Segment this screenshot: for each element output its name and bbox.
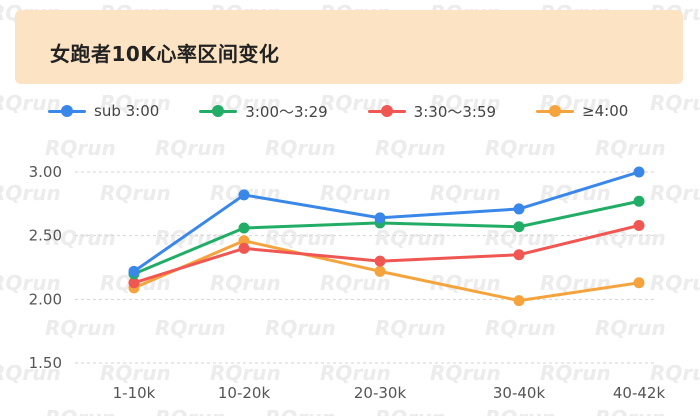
data-point[interactable]: [238, 222, 250, 234]
legend-swatch: [48, 104, 86, 118]
y-tick-label: 2.00: [29, 290, 62, 308]
data-point[interactable]: [633, 195, 645, 207]
x-tick-label: 1-10k: [113, 384, 156, 402]
series: [128, 195, 645, 280]
series: [128, 235, 645, 307]
x-tick-label: 40-42k: [613, 384, 666, 402]
y-tick-label: 3.00: [29, 163, 62, 181]
grid-lines: [75, 171, 655, 364]
data-point[interactable]: [513, 249, 525, 261]
chart-legend: sub 3:00 3:00～3:29 3:30～3:59 ≥4:00: [48, 101, 668, 121]
x-tick-label: 20-30k: [354, 384, 407, 402]
data-point[interactable]: [128, 277, 140, 289]
data-point[interactable]: [238, 235, 250, 247]
title-banner: 女跑者10K心率区间变化: [15, 10, 683, 84]
data-point[interactable]: [238, 242, 250, 254]
legend-label: 3:30～3:59: [413, 102, 497, 121]
legend-label: 3:00～3:29: [245, 102, 328, 121]
legend-swatch: [199, 104, 238, 118]
data-point[interactable]: [128, 265, 140, 277]
legend-item[interactable]: 3:00～3:29: [199, 101, 328, 122]
x-tick-label: 10-20k: [218, 384, 271, 402]
series-line: [133, 239, 640, 303]
data-point[interactable]: [374, 255, 386, 267]
data-point[interactable]: [513, 221, 525, 233]
data-point[interactable]: [238, 189, 250, 201]
data-point[interactable]: [633, 166, 645, 178]
legend-item[interactable]: sub 3:00: [48, 102, 159, 120]
x-tick-label: 30-40k: [493, 384, 546, 402]
data-point[interactable]: [513, 203, 525, 215]
data-point[interactable]: [633, 277, 645, 289]
y-tick-label: 2.50: [29, 227, 62, 245]
y-axis: 1.50 2.00 2.50 3.00: [29, 163, 62, 372]
data-point[interactable]: [513, 295, 525, 307]
series: [128, 219, 645, 289]
data-point[interactable]: [374, 212, 386, 224]
legend-swatch: [536, 104, 575, 118]
legend-swatch: [367, 104, 406, 118]
data-point[interactable]: [374, 265, 386, 277]
legend-label: sub 3:00: [94, 102, 160, 120]
y-tick-label: 1.50: [29, 354, 62, 372]
data-point[interactable]: [633, 219, 645, 231]
legend-item[interactable]: ≥4:00: [536, 102, 628, 120]
legend-item[interactable]: 3:30～3:59: [367, 101, 497, 122]
chart-title: 女跑者10K心率区间变化: [50, 42, 280, 66]
legend-label: ≥4:00: [582, 102, 629, 120]
series: [128, 166, 645, 277]
x-axis: 1-10k 10-20k 20-30k 30-40k 40-42k: [113, 384, 666, 402]
series-line: [133, 199, 640, 276]
